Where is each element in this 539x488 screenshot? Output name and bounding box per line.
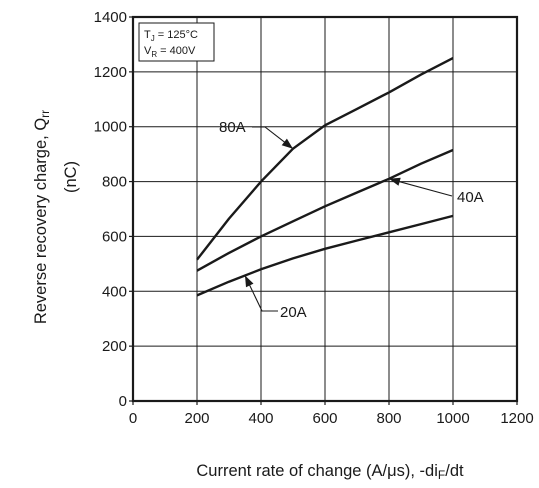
condition-tj: TJ = 125°C bbox=[144, 29, 198, 43]
x-tick-label: 0 bbox=[129, 410, 137, 427]
series-line-40a bbox=[196, 148, 454, 272]
leader-line-80a bbox=[252, 126, 294, 150]
conditions-legend: TJ = 125°C VR = 400V bbox=[138, 22, 215, 62]
grid bbox=[133, 17, 517, 401]
leader-arrow-80a bbox=[281, 138, 293, 149]
y-tick-label: 400 bbox=[102, 283, 127, 300]
x-tick-label: 800 bbox=[376, 410, 401, 427]
y-tick-label: 1000 bbox=[94, 119, 127, 136]
x-tick-label: 400 bbox=[248, 410, 273, 427]
series-line-80a bbox=[196, 57, 454, 261]
series-labels: 80A 40A 20A bbox=[219, 119, 484, 321]
y-tick-label: 1400 bbox=[94, 9, 127, 26]
conditions-box bbox=[138, 22, 215, 62]
series-label-80a: 80A bbox=[219, 119, 246, 136]
y-tick-label: 200 bbox=[102, 338, 127, 355]
y-axis-title: Reverse recovery charge, Qrr bbox=[32, 110, 52, 324]
y-tick-label: 600 bbox=[102, 228, 127, 245]
condition-vr: VR = 400V bbox=[144, 45, 196, 59]
y-tick-label: 0 bbox=[119, 393, 127, 410]
tick-labels: 0 200 400 600 800 1000 1200 0 200 400 600 800 1000 12… bbox=[94, 9, 534, 427]
x-tick-label: 200 bbox=[184, 410, 209, 427]
x-tick-label: 1200 bbox=[500, 410, 533, 427]
x-tick-label: 1000 bbox=[436, 410, 469, 427]
series-label-40a: 40A bbox=[457, 189, 484, 206]
series-lines bbox=[196, 57, 454, 297]
x-tick-label: 600 bbox=[312, 410, 337, 427]
leader-arrow-40a bbox=[389, 177, 401, 186]
x-axis-title: Current rate of change (A/μs), -diF/dt bbox=[196, 462, 464, 482]
series-line-20a bbox=[196, 214, 454, 297]
y-tick-label: 800 bbox=[102, 174, 127, 191]
y-tick-label: 1200 bbox=[94, 64, 127, 81]
leader-arrow-20a bbox=[245, 275, 254, 288]
y-axis-unit: (nC) bbox=[62, 161, 80, 193]
series-label-20a: 20A bbox=[280, 304, 307, 321]
leader-line-20a bbox=[244, 275, 278, 312]
